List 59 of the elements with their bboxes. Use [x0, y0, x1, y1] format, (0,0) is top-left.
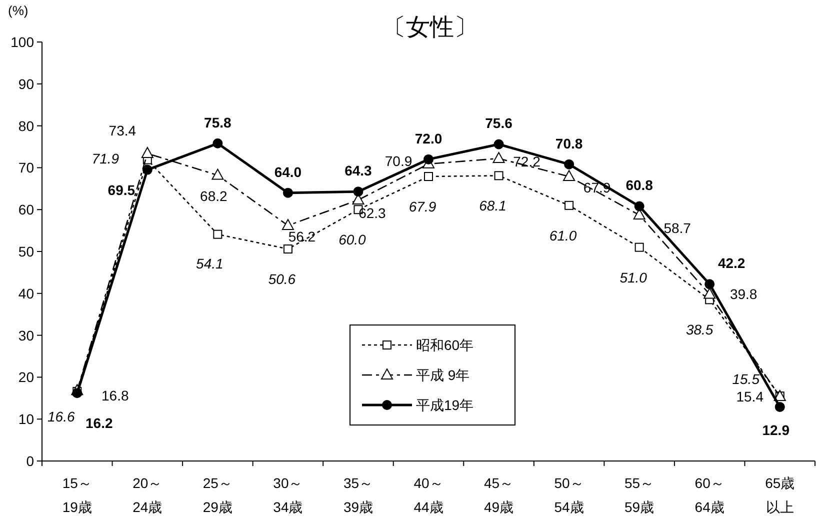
- y-tick-label: 30: [18, 327, 34, 344]
- data-label: 16.8: [102, 388, 129, 404]
- y-tick-label: 70: [18, 160, 34, 176]
- legend-label: 平成 9年: [416, 367, 470, 383]
- legend-label: 平成19年: [416, 397, 474, 413]
- data-label: 60.0: [338, 232, 366, 248]
- x-tick-label: 50～54歳: [554, 475, 584, 515]
- data-label: 51.0: [620, 269, 648, 286]
- x-tick-label: 55～59歳: [624, 475, 654, 515]
- chart-title: 〔女性〕: [382, 14, 478, 41]
- data-label: 70.9: [384, 152, 412, 169]
- data-label: 15.5: [732, 371, 760, 388]
- data-label: 39.8: [730, 286, 758, 302]
- x-tick-label: 60～64歳: [694, 475, 724, 515]
- legend-label: 昭和60年: [416, 337, 474, 353]
- x-tick-label: 35～39歳: [343, 475, 374, 515]
- data-label: 56.2: [288, 228, 316, 245]
- data-label: 12.9: [762, 422, 790, 438]
- y-tick-label: 0: [26, 453, 34, 469]
- x-tick-label: 15～19歳: [62, 475, 92, 515]
- data-label: 58.7: [664, 220, 692, 236]
- y-tick-label: 80: [18, 118, 34, 134]
- data-label: 50.6: [268, 270, 296, 287]
- data-label: 71.9: [92, 150, 120, 167]
- y-tick-label: 100: [10, 34, 34, 50]
- y-axis-title: (%): [8, 3, 28, 18]
- x-tick-label: 25～29歳: [202, 475, 232, 515]
- data-label: 75.8: [204, 114, 232, 130]
- y-tick-label: 50: [18, 244, 34, 260]
- data-label: 64.3: [344, 162, 372, 179]
- data-label: 68.1: [479, 198, 506, 214]
- x-tick-label: 65歳以上: [765, 475, 795, 515]
- data-label: 38.5: [686, 322, 714, 338]
- data-label: 75.6: [485, 115, 513, 132]
- data-label: 70.8: [555, 135, 583, 152]
- x-tick-label: 45～49歳: [484, 475, 514, 515]
- data-label: 16.2: [86, 415, 113, 432]
- y-tick-label: 20: [18, 369, 34, 386]
- data-label: 61.0: [549, 227, 577, 244]
- y-tick-label: 40: [18, 285, 34, 302]
- data-label: 68.2: [200, 188, 228, 204]
- data-label: 16.6: [48, 408, 75, 424]
- y-tick-label: 90: [18, 76, 34, 92]
- data-label: 42.2: [718, 255, 746, 272]
- data-label: 54.1: [196, 255, 224, 272]
- y-tick-label: 10: [18, 411, 34, 428]
- x-tick-label: 20～24歳: [132, 475, 162, 515]
- data-label: 67.9: [408, 198, 436, 214]
- x-tick-label: 30～34歳: [273, 475, 303, 515]
- data-label: 72.0: [414, 130, 442, 146]
- data-label: 72.2: [513, 153, 541, 170]
- y-tick-label: 60: [18, 202, 34, 218]
- data-label: 73.4: [108, 122, 136, 138]
- data-label: 64.0: [274, 164, 302, 180]
- data-label: 62.3: [358, 204, 386, 221]
- data-label: 15.4: [736, 388, 764, 404]
- x-tick-label: 40～44歳: [414, 475, 444, 515]
- data-label: 69.5: [108, 182, 136, 198]
- data-label: 60.8: [626, 177, 654, 194]
